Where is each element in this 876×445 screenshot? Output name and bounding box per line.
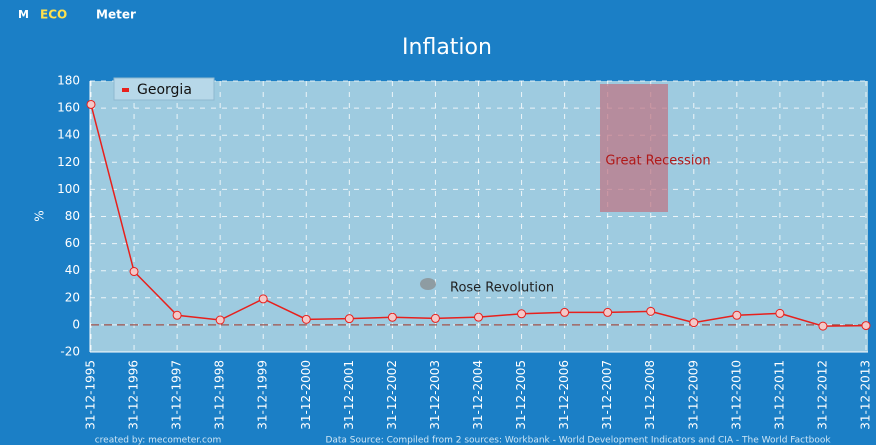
x-tick-label: 31-12-1995 xyxy=(84,360,98,430)
x-tick-label: 31-12-2001 xyxy=(342,360,356,430)
chart-title: Inflation xyxy=(402,35,492,60)
x-tick-label: 31-12-2002 xyxy=(385,360,399,430)
x-tick-label: 31-12-1997 xyxy=(170,360,184,430)
y-tick-label: -20 xyxy=(60,345,80,359)
x-tick-label: 31-12-2004 xyxy=(471,360,485,430)
x-tick-label: 31-12-2009 xyxy=(686,360,700,430)
y-axis-label: % xyxy=(33,210,47,221)
y-tick-label: 0 xyxy=(72,317,80,331)
x-tick-label: 31-12-1999 xyxy=(256,360,270,430)
data-point xyxy=(560,307,570,317)
recession-band xyxy=(600,84,668,212)
data-point xyxy=(818,321,828,331)
data-point xyxy=(474,312,483,322)
y-tick-label: 160 xyxy=(57,101,80,115)
data-point xyxy=(387,312,397,322)
data-point xyxy=(603,307,613,317)
x-tick-label: 31-12-2013 xyxy=(859,360,873,430)
footer-credit: created by: mecometer.com xyxy=(95,436,222,445)
annotation-label: Great Recession xyxy=(605,154,710,169)
data-point xyxy=(301,314,311,324)
data-point xyxy=(689,318,699,328)
data-point xyxy=(517,309,527,319)
y-tick-label: 20 xyxy=(65,290,80,304)
data-point xyxy=(215,315,225,325)
x-tick-label: 31-12-2000 xyxy=(299,360,313,430)
logo-m: M xyxy=(18,8,29,21)
x-tick-label: 31-12-2006 xyxy=(557,360,571,430)
data-point xyxy=(129,267,139,277)
legend-box xyxy=(113,77,215,101)
data-point xyxy=(172,310,182,320)
data-point xyxy=(861,321,871,331)
data-point xyxy=(258,294,268,304)
y-tick-label: 140 xyxy=(57,128,80,142)
data-point xyxy=(344,314,354,324)
y-tick-label: 40 xyxy=(65,263,80,277)
footer-source: Data Source: Compiled from 2 sources: Wo… xyxy=(325,436,831,445)
x-tick-label: 31-12-2005 xyxy=(514,360,528,430)
y-tick-label: 100 xyxy=(57,182,80,196)
x-tick-label: 31-12-2003 xyxy=(428,360,442,430)
y-tick-label: 80 xyxy=(65,209,80,223)
data-point xyxy=(732,310,742,320)
legend-label: Georgia xyxy=(137,82,192,98)
legend-swatch xyxy=(122,88,129,92)
y-tick-label: 180 xyxy=(57,74,80,88)
x-tick-label: 31-12-2010 xyxy=(729,360,743,430)
annotation-label: Rose Revolution xyxy=(450,281,554,296)
y-tick-label: 120 xyxy=(57,155,80,169)
data-point xyxy=(86,99,96,109)
logo-meter: Meter xyxy=(96,8,136,22)
x-tick-label: 31-12-1996 xyxy=(127,360,141,430)
y-tick-label: 60 xyxy=(65,236,80,250)
data-point xyxy=(430,313,440,323)
x-tick-label: 31-12-2008 xyxy=(643,360,657,430)
x-tick-label: 31-12-2007 xyxy=(600,360,614,430)
logo-eco: ECO xyxy=(40,8,67,22)
annotation-marker xyxy=(420,278,436,290)
x-tick-label: 31-12-2011 xyxy=(772,360,786,430)
x-tick-label: 31-12-1998 xyxy=(213,360,227,430)
x-tick-label: 31-12-2012 xyxy=(815,360,829,430)
data-point xyxy=(775,308,785,318)
data-point xyxy=(646,306,656,316)
